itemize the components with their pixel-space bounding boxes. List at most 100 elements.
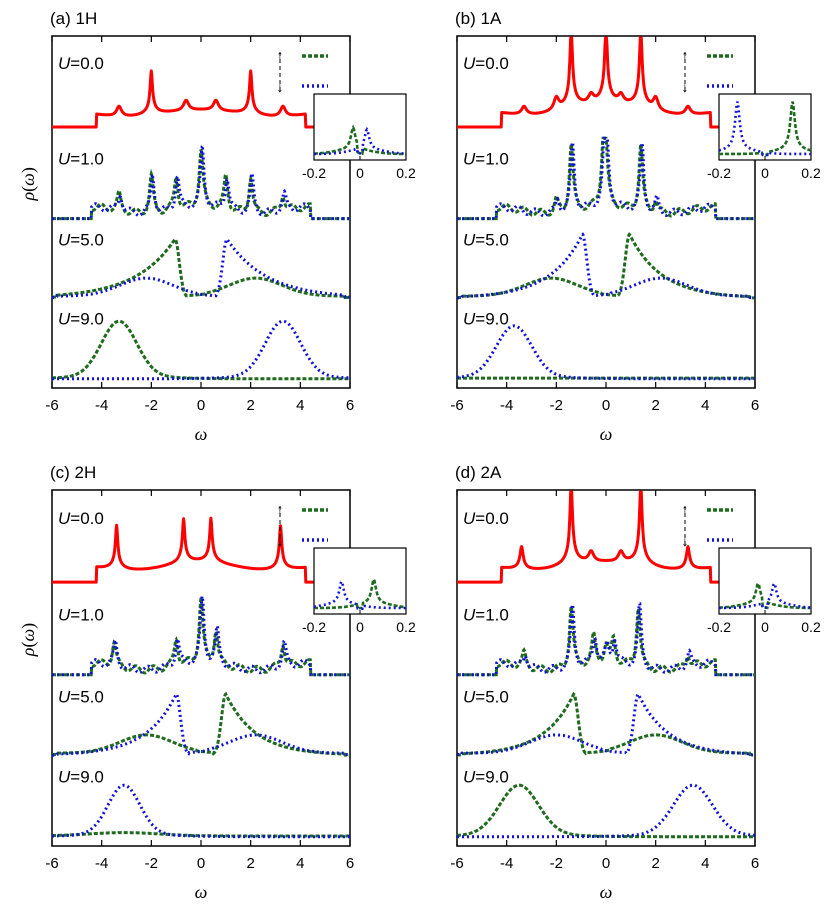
series-spin-down	[52, 237, 350, 299]
series-spin-down	[457, 783, 756, 839]
chart-3: (d) 2A-6 -4 -2 0 2 4 6ωU=0.0U=1.0U=5.0U=9.0↑↓-…	[450, 463, 821, 902]
inset: -0.2 0 0.2	[302, 547, 416, 635]
u-label: U=0.0	[463, 509, 509, 528]
inset-tick-label: -0.2	[707, 165, 731, 181]
u-label: U=9.0	[58, 310, 104, 329]
x-tick-label: -2	[550, 397, 563, 414]
x-tick-label: -4	[500, 397, 513, 414]
inset-tick-label: 0	[761, 165, 769, 181]
chart-1: (b) 1A-6 -4 -2 0 2 4 6ωU=0.0U=1.0U=5.0U=9.0↑↓-…	[450, 9, 821, 444]
u-label: U=5.0	[463, 688, 509, 707]
inset-tick-label: 0.2	[801, 619, 821, 635]
x-axis-label: ω	[195, 882, 208, 902]
chart-title: (d) 2A	[455, 463, 502, 482]
u-label: U=1.0	[463, 150, 509, 169]
u-label: U=0.0	[463, 54, 509, 73]
inset-frame	[718, 547, 812, 615]
x-tick-label: -4	[500, 855, 513, 872]
legend-up-symbol: ↑	[277, 47, 284, 63]
inset: -0.2 0 0.2	[302, 93, 416, 181]
x-tick-label: -6	[450, 855, 463, 872]
x-tick-label: 2	[246, 397, 254, 414]
legend-up-symbol: ↑	[682, 501, 689, 517]
inset-series-spin-down	[719, 580, 811, 610]
y-axis-label: ρ(ω)	[18, 623, 39, 657]
x-tick-label: 4	[296, 855, 304, 872]
chart-title: (b) 1A	[455, 9, 502, 28]
x-tick-label: 4	[701, 397, 709, 414]
inset-frame	[313, 547, 407, 615]
inset-tick-label: 0	[356, 165, 364, 181]
series-spin-up	[52, 597, 350, 677]
x-tick-label: 0	[197, 855, 205, 872]
inset-series-spin-up	[719, 101, 812, 157]
x-tick-label: 0	[602, 397, 610, 414]
inset-tick-label: 0	[761, 619, 769, 635]
series-u0	[51, 69, 351, 129]
series-spin-down	[457, 232, 755, 300]
x-tick-label: 2	[246, 855, 254, 872]
x-tick-label: 4	[701, 855, 709, 872]
inset-frame	[718, 93, 812, 161]
inset-series-spin-down	[314, 126, 407, 156]
x-tick-label: -6	[450, 397, 463, 414]
plot-frame	[456, 489, 756, 847]
inset: -0.2 0 0.2	[707, 93, 821, 181]
series-spin-down	[457, 691, 755, 757]
legend-down-symbol: ↓	[682, 533, 689, 549]
inset-series-spin-down	[718, 101, 811, 157]
x-tick-label: -2	[145, 855, 158, 872]
legend: ↑↓	[277, 501, 328, 549]
series-spin-down	[52, 783, 350, 839]
plot-frame	[51, 489, 351, 847]
legend: ↑↓	[277, 47, 328, 95]
series-spin-down	[457, 324, 755, 381]
series-spin-up	[456, 783, 755, 839]
legend-down-symbol: ↓	[277, 533, 284, 549]
legend-up-symbol: ↑	[277, 501, 284, 517]
series-spin-up	[52, 831, 350, 838]
x-tick-label: -6	[45, 855, 58, 872]
inset-tick-label: 0.2	[396, 165, 416, 181]
series-spin-up	[52, 319, 350, 381]
legend-up-symbol: ↑	[682, 47, 689, 63]
legend: ↑↓	[682, 501, 733, 549]
u-label: U=9.0	[463, 310, 509, 329]
series-spin-down	[52, 145, 350, 221]
chart-0: (a) 1H -6 -4 -2 0 2 4 6 ω ρ(ω) U=0.0 U=1.0 U=5.0 U=9.…	[18, 9, 416, 444]
x-tick-label: -2	[145, 397, 158, 414]
u-label: U=9.0	[463, 768, 509, 787]
series-spin-down	[52, 691, 350, 757]
legend: ↑↓	[682, 47, 733, 95]
inset-tick-label: -0.2	[302, 619, 326, 635]
inset-series-spin-up	[314, 576, 407, 610]
x-tick-label: 2	[651, 397, 659, 414]
x-tick-label: -4	[95, 397, 108, 414]
x-tick-label: -4	[95, 855, 108, 872]
inset: -0.2 0 0.2	[707, 547, 821, 635]
chart-2: (c) 2H -6 -4 -2 0 2 4 6 ω ρ(ω) U=0.0 U=1.0 U=5.0 U=9.…	[18, 463, 416, 902]
u-label: U=5.0	[58, 231, 104, 250]
inset-series-spin-down	[313, 578, 406, 611]
x-axis-label: ω	[600, 882, 613, 902]
x-tick-label: 4	[296, 397, 304, 414]
x-tick-label: -6	[45, 397, 58, 414]
inset-tick-label: -0.2	[707, 619, 731, 635]
x-tick-label: 0	[602, 855, 610, 872]
x-tick-label: 0	[197, 397, 205, 414]
u-label: U=9.0	[58, 768, 104, 787]
u-label: U=1.0	[463, 606, 509, 625]
x-axis-label: ω	[195, 424, 208, 444]
inset-tick-label: 0.2	[396, 619, 416, 635]
inset-tick-label: -0.2	[302, 165, 326, 181]
u-label: U=5.0	[58, 688, 104, 707]
series-u0	[51, 516, 351, 584]
legend-down-symbol: ↓	[277, 79, 284, 95]
u-label: U=1.0	[58, 150, 104, 169]
series-spin-up	[457, 136, 755, 221]
series-u0	[456, 36, 756, 129]
u-label: U=0.0	[58, 509, 104, 528]
x-tick-label: 6	[751, 855, 759, 872]
y-axis-label: ρ(ω)	[18, 167, 39, 201]
